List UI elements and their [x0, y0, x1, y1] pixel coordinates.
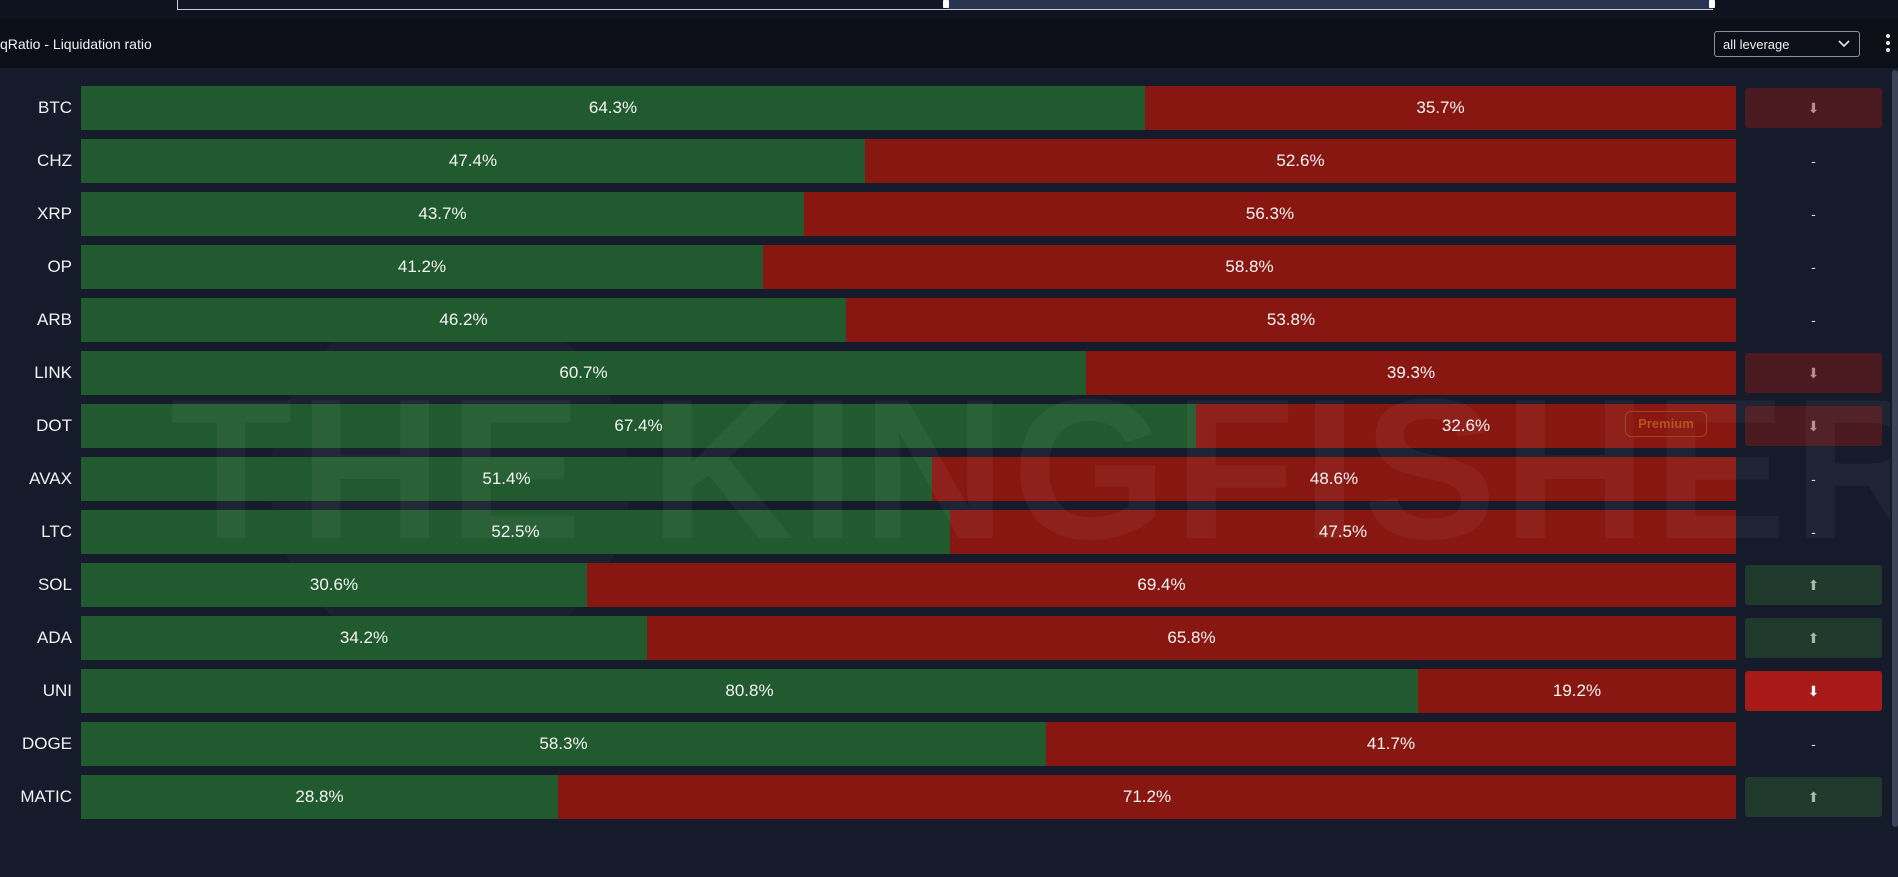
range-handle-right[interactable]	[1709, 0, 1715, 8]
ratio-bar[interactable]: 67.4% 32.6%	[81, 404, 1736, 448]
chart-row: ARB 46.2% 53.8% -	[0, 298, 1890, 342]
chart-row: BTC 64.3% 35.7% ⬇	[0, 86, 1890, 130]
chart-row: LINK 60.7% 39.3% ⬇	[0, 351, 1890, 395]
ratio-bar[interactable]: 28.8% 71.2%	[81, 775, 1736, 819]
range-selection[interactable]	[947, 0, 1713, 9]
signal-down-icon[interactable]: ⬇	[1745, 88, 1882, 128]
short-bar-segment: 19.2%	[1418, 669, 1736, 713]
signal-none: -	[1811, 153, 1816, 169]
category-label: BTC	[38, 98, 72, 117]
short-bar-segment: 52.6%	[865, 139, 1736, 183]
short-bar-segment: 35.7%	[1145, 86, 1736, 130]
ratio-bar[interactable]: 51.4% 48.6%	[81, 457, 1736, 501]
long-bar-segment: 60.7%	[81, 351, 1086, 395]
signal-none: -	[1811, 206, 1816, 222]
chart-row: UNI 80.8% 19.2% ⬇	[0, 669, 1890, 713]
category-label: UNI	[42, 681, 72, 700]
long-bar-segment: 51.4%	[81, 457, 932, 501]
long-bar-segment: 30.6%	[81, 563, 587, 607]
signal-none: -	[1811, 524, 1816, 540]
chart-row: MATIC 28.8% 71.2% ⬆	[0, 775, 1890, 819]
chart-row: XRP 43.7% 56.3% -	[0, 192, 1890, 236]
range-slider[interactable]	[0, 0, 1898, 19]
long-bar-segment: 52.5%	[81, 510, 950, 554]
category-label: MATIC	[20, 787, 72, 806]
signal-down-icon[interactable]: ⬇	[1745, 406, 1882, 446]
signal-up-icon[interactable]: ⬆	[1745, 777, 1882, 817]
signal-up-icon[interactable]: ⬆	[1745, 565, 1882, 605]
ratio-bar[interactable]: 60.7% 39.3%	[81, 351, 1736, 395]
category-label: DOT	[36, 416, 72, 435]
panel-header: qRatio - Liquidation ratio all leverage	[0, 19, 1898, 68]
long-bar-segment: 34.2%	[81, 616, 647, 660]
short-bar-segment: 56.3%	[804, 192, 1736, 236]
long-bar-segment: 47.4%	[81, 139, 865, 183]
panel-title: qRatio - Liquidation ratio	[0, 36, 152, 52]
leverage-select-value: all leverage	[1723, 37, 1790, 52]
more-options-icon[interactable]	[1885, 34, 1891, 54]
category-label: XRP	[37, 204, 72, 223]
range-handle-left[interactable]	[943, 0, 949, 8]
ratio-bar[interactable]: 47.4% 52.6%	[81, 139, 1736, 183]
ratio-bar[interactable]: 80.8% 19.2%	[81, 669, 1736, 713]
chart-row: LTC 52.5% 47.5% -	[0, 510, 1890, 554]
ratio-bar[interactable]: 64.3% 35.7%	[81, 86, 1736, 130]
scrollbar-thumb[interactable]	[1892, 70, 1898, 827]
long-bar-segment: 67.4%	[81, 404, 1196, 448]
chevron-down-icon	[1838, 40, 1850, 48]
chart-row: DOT 67.4% 32.6% ⬇	[0, 404, 1890, 448]
long-bar-segment: 43.7%	[81, 192, 804, 236]
short-bar-segment: 39.3%	[1086, 351, 1736, 395]
chart-row: AVAX 51.4% 48.6% -	[0, 457, 1890, 501]
category-label: ADA	[37, 628, 72, 647]
ratio-bar[interactable]: 52.5% 47.5%	[81, 510, 1736, 554]
long-bar-segment: 58.3%	[81, 722, 1046, 766]
ratio-bar[interactable]: 34.2% 65.8%	[81, 616, 1736, 660]
ratio-bar[interactable]: 41.2% 58.8%	[81, 245, 1736, 289]
premium-badge[interactable]: Premium	[1625, 411, 1707, 437]
signal-none: -	[1811, 259, 1816, 275]
ratio-bar[interactable]: 43.7% 56.3%	[81, 192, 1736, 236]
long-bar-segment: 28.8%	[81, 775, 558, 819]
long-bar-segment: 41.2%	[81, 245, 763, 289]
ratio-bar[interactable]: 58.3% 41.7%	[81, 722, 1736, 766]
short-bar-segment: 47.5%	[950, 510, 1736, 554]
long-bar-segment: 46.2%	[81, 298, 846, 342]
chart-row: CHZ 47.4% 52.6% -	[0, 139, 1890, 183]
signal-down-icon[interactable]: ⬇	[1745, 353, 1882, 393]
chart-row: DOGE 58.3% 41.7% -	[0, 722, 1890, 766]
long-bar-segment: 64.3%	[81, 86, 1145, 130]
short-bar-segment: 65.8%	[647, 616, 1736, 660]
short-bar-segment: 53.8%	[846, 298, 1736, 342]
chart-row: OP 41.2% 58.8% -	[0, 245, 1890, 289]
short-bar-segment: 71.2%	[558, 775, 1736, 819]
short-bar-segment: 48.6%	[932, 457, 1736, 501]
long-bar-segment: 80.8%	[81, 669, 1418, 713]
category-label: AVAX	[29, 469, 72, 488]
category-label: SOL	[37, 575, 72, 594]
category-label: LINK	[34, 363, 72, 382]
signal-none: -	[1811, 471, 1816, 487]
signal-down-icon[interactable]: ⬇	[1745, 671, 1882, 711]
signal-none: -	[1811, 736, 1816, 752]
short-bar-segment: 41.7%	[1046, 722, 1736, 766]
ratio-bar[interactable]: 46.2% 53.8%	[81, 298, 1736, 342]
signal-up-icon[interactable]: ⬆	[1745, 618, 1882, 658]
leverage-select[interactable]: all leverage	[1714, 31, 1860, 57]
ratio-bar[interactable]: 30.6% 69.4%	[81, 563, 1736, 607]
short-bar-segment: 69.4%	[587, 563, 1736, 607]
category-label: DOGE	[21, 734, 72, 753]
category-label: OP	[47, 257, 72, 276]
signal-none: -	[1811, 312, 1816, 328]
chart-row: SOL 30.6% 69.4% ⬆	[0, 563, 1890, 607]
category-label: ARB	[37, 310, 72, 329]
category-label: CHZ	[37, 151, 72, 170]
category-label: LTC	[41, 522, 72, 541]
chart-row: ADA 34.2% 65.8% ⬆	[0, 616, 1890, 660]
short-bar-segment: 58.8%	[763, 245, 1736, 289]
